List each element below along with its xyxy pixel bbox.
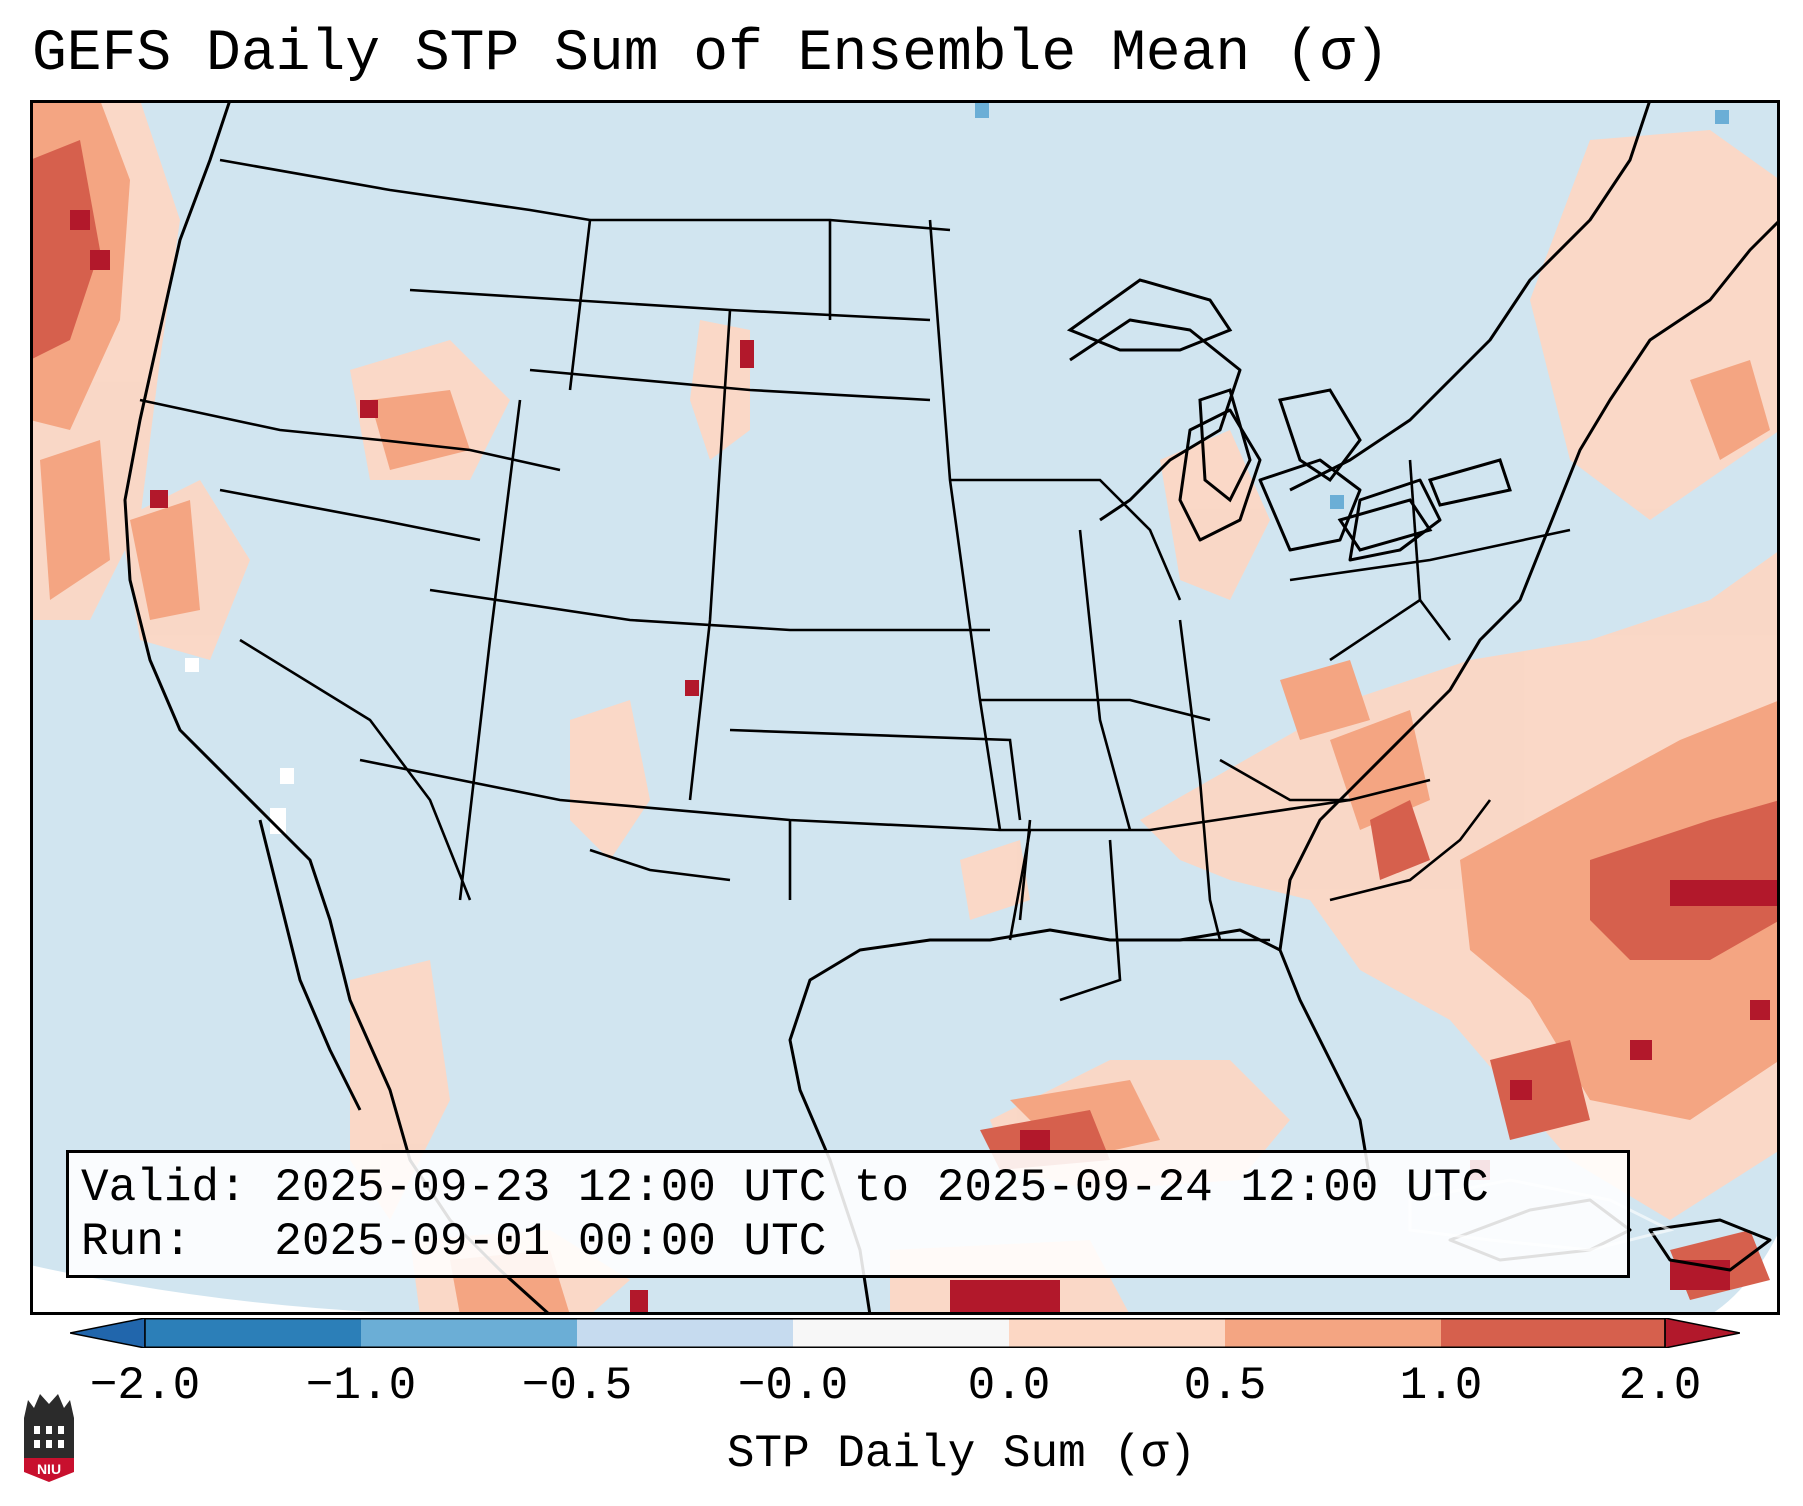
colorbar-bin-4 xyxy=(793,1318,1009,1348)
valid-info-box: Valid: 2025-09-23 12:00 UTC to 2025-09-2… xyxy=(66,1150,1630,1278)
valid-line: Valid: 2025-09-23 12:00 UTC to 2025-09-2… xyxy=(81,1162,1489,1214)
colorbar-bin-2 xyxy=(361,1318,577,1348)
colorbar-tick: −2.0 xyxy=(89,1360,201,1412)
map-title: GEFS Daily STP Sum of Ensemble Mean (σ) xyxy=(32,22,1390,87)
colorbar-tick: 0.0 xyxy=(967,1360,1051,1412)
colorbar-bin-5 xyxy=(1009,1318,1225,1348)
colorbar-bin-7 xyxy=(1441,1318,1665,1348)
colorbar-tick: −1.0 xyxy=(305,1360,417,1412)
colorbar xyxy=(70,1318,1740,1348)
colorbar-bin-6 xyxy=(1225,1318,1441,1348)
anomaly-negative-cells xyxy=(185,100,1729,834)
state-borders xyxy=(139,158,1571,1002)
colorbar-over-arrow xyxy=(1664,1318,1740,1348)
colorbar-tick: 1.0 xyxy=(1399,1360,1483,1412)
niu-logo-icon: NIU xyxy=(24,1394,74,1482)
colorbar-label: STP Daily Sum (σ) xyxy=(726,1428,1197,1480)
colorbar-tick: −0.0 xyxy=(737,1360,849,1412)
svg-text:NIU: NIU xyxy=(37,1461,61,1477)
stp-map xyxy=(30,100,1780,1315)
colorbar-tick: 0.5 xyxy=(1183,1360,1267,1412)
anomaly-extreme-cells xyxy=(70,210,1780,1315)
run-line: Run: 2025-09-01 00:00 UTC xyxy=(81,1216,827,1268)
great-lakes xyxy=(1066,278,1512,552)
colorbar-bin-1 xyxy=(145,1318,361,1348)
colorbar-tick: 2.0 xyxy=(1618,1360,1702,1412)
colorbar-tick: −0.5 xyxy=(521,1360,633,1412)
colorbar-bin-3 xyxy=(577,1318,793,1348)
colorbar-under-arrow xyxy=(70,1318,146,1348)
